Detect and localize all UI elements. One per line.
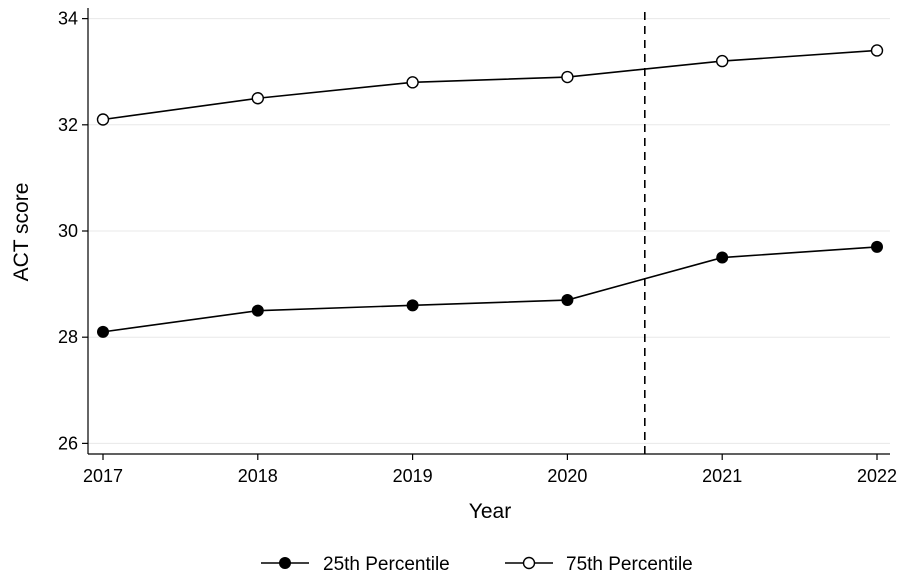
series-line-25th (102, 246, 878, 333)
legend-label-75th: 75th Percentile (566, 554, 693, 575)
x-tick-label-2019: 2019 (393, 466, 433, 486)
point-75th-2019 (406, 76, 419, 89)
y-tick-label-32: 32 (58, 115, 78, 135)
legend-marker-75th (522, 556, 536, 570)
point-25th-2021 (716, 251, 729, 264)
x-axis-title: Year (469, 500, 511, 523)
point-75th-2017 (96, 113, 110, 126)
y-tick-label-28: 28 (58, 327, 78, 347)
point-75th-2020 (561, 70, 574, 84)
legend-item-25th: 25th Percentile (261, 554, 450, 575)
series-line-75th (102, 49, 878, 121)
gridlines (88, 18, 890, 444)
point-25th-2020 (561, 294, 574, 307)
point-75th-2022 (870, 44, 884, 57)
legend-item-75th: 75th Percentile (505, 554, 693, 575)
legend: 25th Percentile 75th Percentile (261, 554, 693, 575)
y-tick-label-34: 34 (58, 9, 78, 29)
series-group (96, 44, 884, 338)
y-axis-title: ACT score (10, 183, 33, 282)
x-tick-label-2022: 2022 (857, 466, 897, 486)
legend-label-25th: 25th Percentile (323, 554, 450, 575)
point-25th-2018 (251, 304, 264, 317)
y-tick-label-30: 30 (58, 221, 78, 241)
point-25th-2017 (97, 325, 109, 338)
y-tick-label-26: 26 (58, 433, 78, 453)
axes: 26 28 30 32 34 2017 2018 2019 2020 2021 2022 (58, 8, 897, 486)
x-tick-label-2021: 2021 (702, 466, 742, 486)
legend-marker-25th (279, 557, 291, 569)
point-25th-2022 (871, 240, 883, 253)
x-tick-label-2017: 2017 (83, 466, 123, 486)
point-75th-2018 (251, 92, 264, 105)
point-75th-2021 (716, 54, 729, 68)
x-tick-label-2020: 2020 (547, 466, 587, 486)
x-tick-label-2018: 2018 (238, 466, 278, 486)
point-25th-2019 (406, 299, 419, 312)
